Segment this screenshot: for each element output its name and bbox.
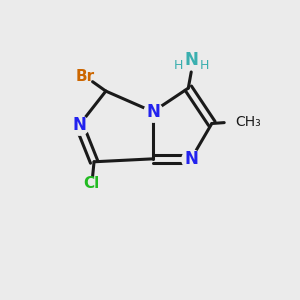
Text: H: H — [200, 59, 209, 72]
Text: CH₃: CH₃ — [236, 115, 261, 129]
Text: N: N — [72, 116, 86, 134]
Text: H: H — [173, 59, 183, 72]
Text: Cl: Cl — [83, 176, 99, 191]
Text: Br: Br — [76, 69, 95, 84]
Text: N: N — [184, 51, 198, 69]
Text: N: N — [146, 103, 160, 121]
Text: N: N — [184, 150, 198, 168]
